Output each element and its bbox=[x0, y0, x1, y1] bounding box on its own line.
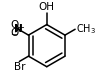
Text: O: O bbox=[10, 28, 18, 38]
Text: −: − bbox=[10, 30, 17, 39]
Text: OH: OH bbox=[39, 2, 55, 12]
Text: N: N bbox=[14, 24, 23, 34]
Text: +: + bbox=[17, 23, 24, 32]
Text: Br: Br bbox=[14, 62, 26, 72]
Text: CH$_3$: CH$_3$ bbox=[76, 22, 96, 36]
Text: O: O bbox=[10, 20, 18, 30]
